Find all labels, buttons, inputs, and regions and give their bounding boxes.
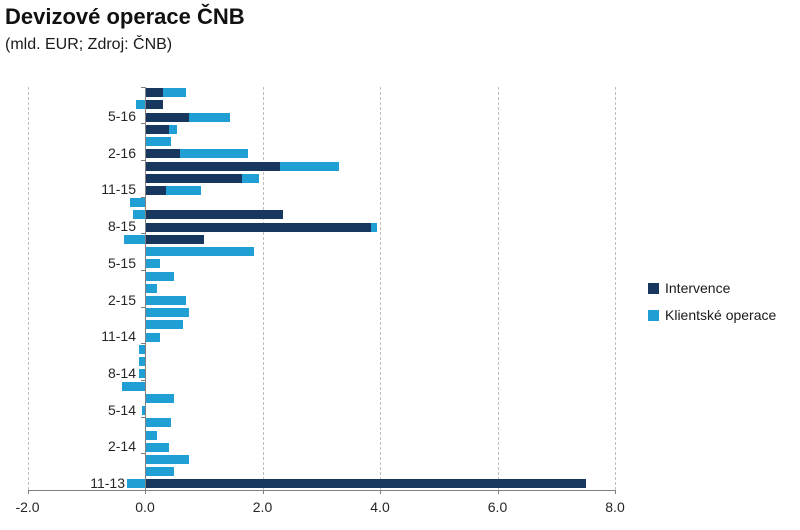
x-tick-label: 6.0	[487, 499, 508, 515]
bar-segment-klientske	[145, 308, 190, 318]
bar-segment-intervence	[145, 185, 166, 195]
category-axis-tick	[141, 380, 145, 381]
bar-segment-klientske	[139, 344, 145, 354]
legend-label: Klientské operace	[665, 307, 777, 323]
bar-segment-klientske	[145, 283, 157, 293]
category-axis-tick	[141, 233, 145, 235]
gridline	[615, 86, 616, 490]
bar-segment-intervence	[145, 210, 284, 220]
bar-segment-klientske	[189, 112, 231, 122]
bar-segment-klientske	[127, 479, 145, 489]
value-axis-tick	[262, 490, 264, 494]
bar-segment-klientske	[142, 406, 145, 415]
y-tick-label: 2-15	[107, 291, 136, 308]
bar-segment-klientske	[145, 454, 190, 464]
bar-segment-klientske	[145, 430, 157, 440]
bar-segment-klientske	[145, 259, 160, 269]
category-axis-tick	[141, 343, 145, 345]
category-axis-tick	[141, 86, 145, 88]
y-tick-label: 2-14	[107, 438, 136, 455]
category-axis-tick	[141, 123, 145, 125]
bar-segment-intervence	[145, 124, 169, 134]
bar-segment-klientske	[145, 320, 184, 330]
category-axis-tick	[141, 159, 145, 161]
category-axis-line	[145, 86, 146, 490]
category-axis-tick	[141, 306, 145, 308]
bar-segment-klientske	[139, 369, 145, 379]
x-tick-label: 4.0	[370, 499, 390, 515]
value-axis-tick	[497, 490, 499, 494]
bar-segment-klientske	[130, 198, 145, 208]
bar-segment-klientske	[145, 271, 175, 281]
y-tick-label: 5-14	[107, 401, 136, 418]
bar-segment-intervence	[145, 149, 181, 159]
bar-segment-intervence	[145, 234, 204, 244]
legend-item: Intervence	[648, 279, 776, 297]
value-axis-tick	[27, 490, 29, 494]
bar-segment-intervence	[145, 173, 242, 183]
value-axis-tick	[380, 490, 381, 494]
value-axis-tick	[145, 490, 146, 494]
bar-segment-klientske	[124, 234, 145, 244]
x-tick-label: 8.0	[605, 499, 625, 515]
bar-segment-klientske	[241, 173, 260, 183]
y-tick-label: 2-16	[107, 144, 136, 161]
bar-segment-intervence	[145, 88, 163, 98]
bar-segment-klientske	[145, 247, 254, 257]
value-axis-line	[27, 490, 615, 491]
y-tick-label: 11-14	[101, 328, 136, 345]
y-tick-label: 8-15	[107, 218, 136, 235]
bar-segment-klientske	[145, 467, 175, 477]
chart-title: Devizové operace ČNB	[5, 4, 245, 29]
category-axis-tick	[141, 269, 145, 271]
bar-segment-klientske	[145, 296, 187, 305]
bar-segment-klientske	[133, 210, 146, 220]
x-tick-label: 0.0	[135, 499, 155, 515]
bar-segment-klientske	[145, 418, 172, 428]
bar-segment-klientske	[162, 88, 187, 98]
y-tick-label: 11-15	[101, 181, 136, 198]
bar-segment-klientske	[145, 137, 172, 146]
bar-segment-klientske	[165, 185, 201, 195]
klientske-swatch-icon	[648, 309, 659, 321]
chart-subtitle: (mld. EUR; Zdroj: ČNB)	[5, 36, 173, 53]
y-tick-label: 5-16	[107, 108, 136, 125]
bar-segment-klientske	[145, 393, 175, 403]
x-tick-label: -2.0	[15, 499, 40, 515]
bar-segment-klientske	[121, 381, 145, 391]
category-axis-tick	[141, 453, 145, 455]
category-axis-tick	[141, 196, 145, 198]
category-axis-tick	[141, 416, 145, 418]
bar-segment-intervence	[145, 112, 190, 122]
bar-segment-intervence	[145, 479, 586, 489]
bar-segment-klientske	[371, 222, 378, 232]
bar-segment-klientske	[145, 442, 169, 452]
x-tick-label: 2.0	[252, 499, 273, 515]
y-tick-label: 8-14	[107, 364, 136, 381]
bar-segment-klientske	[136, 100, 145, 110]
bar-segment-intervence	[145, 222, 372, 232]
gridline	[262, 86, 264, 490]
bar-segment-klientske	[168, 124, 178, 134]
gridline	[27, 86, 29, 490]
y-tick-label: 11-13	[90, 474, 125, 491]
bar-segment-intervence	[145, 100, 163, 110]
gridline	[497, 86, 499, 490]
intervence-swatch-icon	[648, 282, 659, 294]
gridline	[380, 86, 381, 490]
y-tick-label: 5-15	[107, 254, 136, 271]
legend: Intervence Klientské operace	[648, 279, 776, 333]
bar-segment-klientske	[145, 332, 160, 342]
legend-item: Klientské operace	[648, 306, 776, 324]
bar-segment-klientske	[180, 149, 248, 159]
bar-segment-intervence	[145, 161, 281, 171]
legend-label: Intervence	[665, 280, 731, 296]
bar-segment-klientske	[280, 161, 339, 171]
bar-segment-klientske	[139, 357, 145, 367]
value-axis-tick	[615, 490, 616, 494]
